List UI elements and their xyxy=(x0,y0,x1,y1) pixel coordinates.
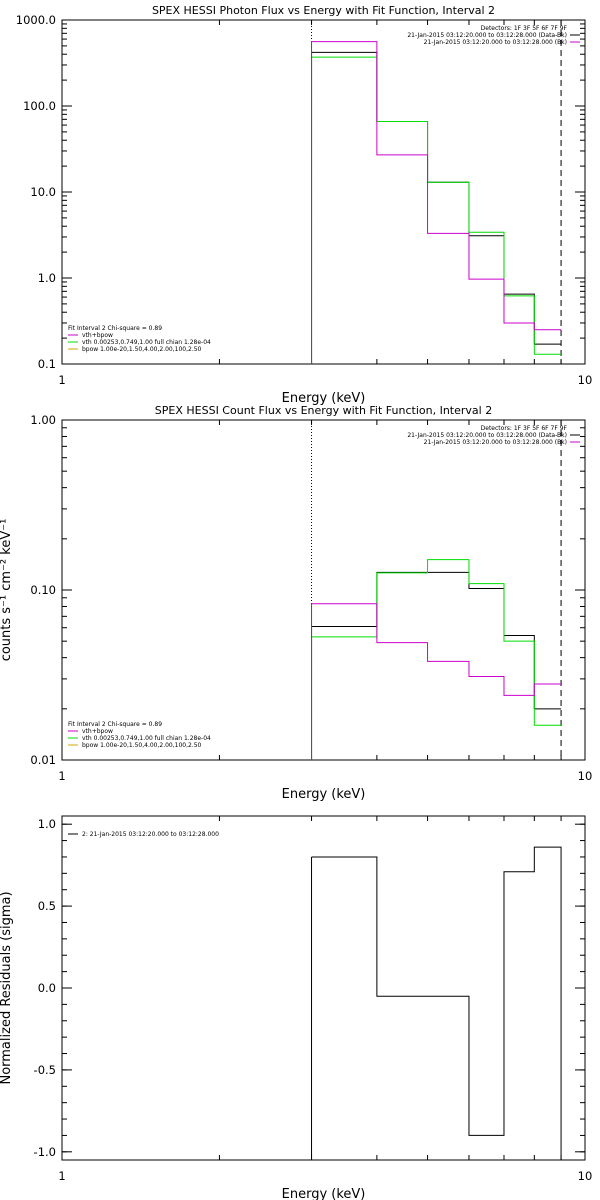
legend-text: Fit Interval 2 Chi-square = 0.89 xyxy=(68,721,162,728)
y-tick-label: -1.0 xyxy=(34,1145,56,1159)
legend-text: bpow 1.00e-20,1.50,4.00,2.00,100,2.50 xyxy=(82,346,202,353)
header-text: Detectors: 1F 3F 5F 6F 7F 9F xyxy=(481,425,568,432)
x-tick-label: 1 xyxy=(58,1169,65,1183)
legend-text: 2: 21-Jan-2015 03:12:20.000 to 03:12:28.… xyxy=(82,831,219,838)
x-tick-label: 1 xyxy=(58,373,65,387)
x-axis-label: Energy (keV) xyxy=(282,391,366,406)
legend-text: bpow 1.00e-20,1.50,4.00,2.00,100,2.50 xyxy=(82,742,202,749)
header-text: 21-Jan-2015 03:12:20.000 to 03:12:28.000… xyxy=(424,39,567,46)
x-axis-label: Energy (keV) xyxy=(282,787,366,802)
x-tick-label: 10 xyxy=(578,1169,593,1183)
y-tick-label: 0.10 xyxy=(30,583,56,597)
chart-title: SPEX HESSI Count Flux vs Energy with Fit… xyxy=(155,404,492,417)
y-axis-label: counts s⁻¹ cm⁻² keV⁻¹ xyxy=(0,519,14,662)
y-tick-label: 10.0 xyxy=(30,185,56,199)
panel-1: SPEX HESSI Photon Flux vs Energy with Fi… xyxy=(16,4,593,406)
panel-3: -1.0 -0.5 0.0 0.5 1.0 1 10 Energy (keV) Normaliz… xyxy=(0,815,593,1200)
series-2-line xyxy=(311,559,562,760)
legend-text: Fit Interval 2 Chi-square = 0.89 xyxy=(68,325,162,332)
x-tick-label: 10 xyxy=(578,373,593,387)
series-1-line xyxy=(311,571,562,760)
plot-frame xyxy=(61,19,586,365)
series-1-line xyxy=(311,51,562,364)
header-text: 21-Jan-2015 03:12:20.000 to 03:12:28.000… xyxy=(424,439,567,446)
header-text: Detectors: 1F 3F 5F 6F 7F 9F xyxy=(481,25,568,32)
header-text: 21-Jan-2015 03:12:20.000 to 03:12:28.000… xyxy=(407,432,567,439)
plot-frame xyxy=(61,419,586,761)
series-1-line xyxy=(311,846,562,1160)
y-tick-label: 0.1 xyxy=(38,357,56,371)
plot-frame xyxy=(61,815,586,1161)
y-axis-label: Normalized Residuals (sigma) xyxy=(0,891,14,1084)
y-tick-label: 1.0 xyxy=(38,817,56,831)
legend-text: vth+bpow xyxy=(82,728,113,735)
y-tick-label: 0.5 xyxy=(38,899,56,913)
y-tick-label: 1000.0 xyxy=(16,13,56,27)
y-tick-label: 1.0 xyxy=(38,271,56,285)
y-tick-label: 100.0 xyxy=(23,99,56,113)
x-tick-label: 1 xyxy=(58,769,65,783)
panel-2: SPEX HESSI Count Flux vs Energy with Fit… xyxy=(0,404,592,802)
series-3-line xyxy=(311,41,562,364)
legend-text: vth+bpow xyxy=(82,332,113,339)
series-2-line xyxy=(311,56,562,364)
x-tick-label: 10 xyxy=(578,769,593,783)
header-text: 21-Jan-2015 03:12:20.000 to 03:12:28.000… xyxy=(407,32,567,39)
legend-text: vth 0.00253,0.749,1.00 full chian 1.28e-… xyxy=(82,339,211,346)
y-tick-label: -0.5 xyxy=(34,1063,56,1077)
x-axis-label: Energy (keV) xyxy=(282,1187,366,1200)
y-tick-label: 0.01 xyxy=(30,753,56,767)
series-3-line xyxy=(311,603,562,760)
chart-title: SPEX HESSI Photon Flux vs Energy with Fi… xyxy=(152,4,495,17)
y-tick-label: 0.0 xyxy=(38,981,56,995)
legend-text: vth 0.00253,0.749,1.00 full chian 1.28e-… xyxy=(82,735,211,742)
y-tick-label: 1.00 xyxy=(30,413,56,427)
